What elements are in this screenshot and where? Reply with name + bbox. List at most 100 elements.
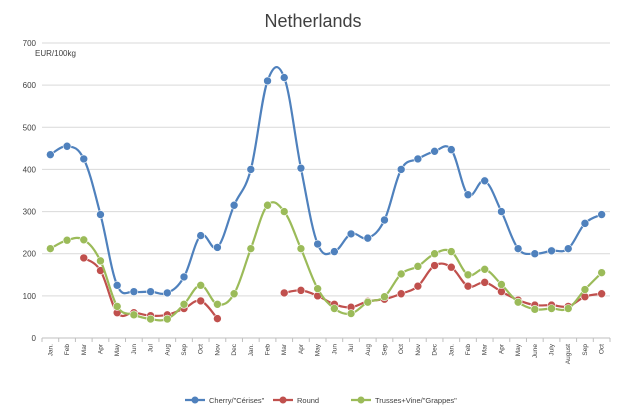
- y-tick-label: 200: [23, 250, 37, 259]
- data-point: [279, 288, 289, 298]
- x-tick-label: Mar: [81, 343, 88, 355]
- data-point: [162, 314, 172, 324]
- data-point: [62, 141, 72, 151]
- data-point: [497, 280, 506, 289]
- x-tick-label: August: [565, 344, 572, 364]
- data-point: [380, 292, 389, 302]
- data-point: [79, 235, 89, 245]
- series-line: [49, 201, 603, 322]
- x-tick-label: Mar: [482, 343, 489, 355]
- data-point: [263, 76, 272, 86]
- data-point: [597, 268, 606, 277]
- x-tick-label: Feb: [64, 344, 71, 356]
- x-tick-label: Dec: [231, 343, 238, 355]
- data-point: [396, 269, 406, 279]
- x-tick-label: Oct: [599, 344, 606, 354]
- legend-item: Round: [273, 396, 319, 405]
- y-axis-unit-label: EUR/100kg: [35, 49, 76, 58]
- data-point: [246, 165, 256, 174]
- data-point: [480, 176, 490, 186]
- x-axis-ticks: Jan. Feb Mar Apr May Jun Jul Aug Sep Oct Nov Dec Jan…: [41, 338, 611, 364]
- x-tick-label: May: [515, 343, 522, 356]
- data-point: [112, 302, 122, 311]
- data-point: [446, 247, 456, 256]
- x-tick-label: Nov: [415, 343, 422, 355]
- data-point: [363, 297, 373, 307]
- data-point: [413, 281, 423, 291]
- x-tick-label: Dec: [432, 343, 439, 355]
- data-point: [430, 261, 439, 270]
- x-tick-label: May: [315, 343, 322, 356]
- data-point: [146, 287, 155, 296]
- chart-title: Netherlands: [264, 11, 361, 31]
- data-point: [580, 219, 590, 228]
- x-tick-label: Jan.: [448, 344, 455, 356]
- data-point: [530, 249, 540, 259]
- data-point: [296, 163, 306, 173]
- data-point: [513, 297, 523, 307]
- data-point: [313, 239, 322, 249]
- data-point: [179, 272, 189, 282]
- y-axis-ticks: 0 100 200 300 400 500 600 700: [23, 39, 37, 343]
- data-point: [96, 256, 105, 266]
- legend-label: Round: [297, 396, 319, 405]
- x-tick-label: Aug: [164, 344, 171, 356]
- data-point: [463, 270, 473, 280]
- data-point: [430, 249, 439, 259]
- data-point: [597, 289, 606, 299]
- data-point: [213, 314, 222, 323]
- legend-item: Trusses+Vine/"Grappes": [351, 396, 457, 405]
- data-point: [463, 281, 473, 291]
- data-point: [380, 215, 389, 225]
- data-point: [112, 281, 122, 290]
- data-point: [346, 309, 356, 318]
- legend-swatch-marker: [279, 396, 287, 404]
- data-point: [346, 229, 356, 239]
- data-point: [497, 207, 506, 216]
- data-point: [446, 145, 456, 154]
- data-point: [530, 305, 540, 314]
- data-point: [563, 304, 573, 313]
- data-point: [480, 278, 490, 287]
- data-point: [313, 284, 322, 293]
- legend-swatch-marker: [357, 396, 365, 404]
- x-tick-label: Jul: [148, 343, 155, 352]
- x-tick-label: Sep: [181, 344, 188, 356]
- y-tick-label: 0: [32, 334, 37, 343]
- x-tick-label: Jan.: [47, 344, 54, 356]
- data-point: [296, 244, 306, 253]
- data-point: [580, 285, 590, 294]
- data-point: [246, 244, 256, 253]
- data-point: [213, 243, 222, 252]
- y-tick-label: 300: [23, 208, 37, 217]
- x-tick-label: Feb: [265, 344, 272, 356]
- data-point: [446, 262, 456, 272]
- data-point: [547, 246, 556, 256]
- x-tick-label: Jun: [331, 344, 338, 355]
- data-point: [129, 310, 139, 320]
- data-point: [396, 165, 406, 174]
- data-point: [229, 200, 239, 210]
- data-point: [363, 233, 373, 243]
- data-point: [179, 299, 189, 309]
- data-point: [96, 210, 105, 219]
- data-point: [413, 154, 423, 164]
- x-tick-label: May: [114, 343, 121, 356]
- data-point: [196, 281, 206, 290]
- data-point: [480, 265, 490, 274]
- data-point: [62, 235, 72, 245]
- legend-label: Cherry/"Cérises": [209, 396, 265, 405]
- data-point: [196, 231, 206, 240]
- data-point: [513, 244, 523, 253]
- x-tick-label: Jan.: [248, 344, 255, 356]
- x-tick-label: Sep: [381, 344, 388, 356]
- series-lines: [46, 66, 606, 324]
- x-tick-label: Feb: [465, 344, 472, 356]
- data-point: [129, 287, 139, 296]
- x-tick-label: Oct: [198, 344, 205, 354]
- data-point: [46, 150, 55, 159]
- x-tick-label: Mar: [281, 343, 288, 355]
- data-point: [263, 200, 272, 210]
- y-tick-label: 600: [23, 81, 37, 90]
